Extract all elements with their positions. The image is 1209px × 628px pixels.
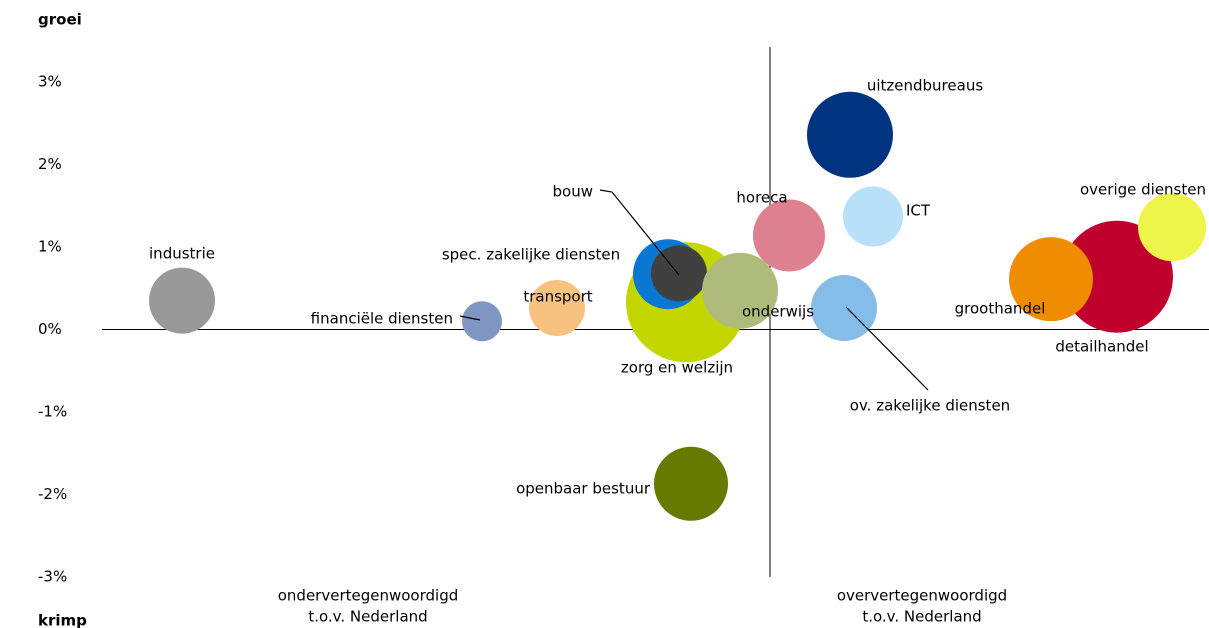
y-tick-label: 1% — [38, 238, 62, 256]
bubble-label: financiële diensten — [311, 310, 453, 328]
y-tick-label: 2% — [38, 155, 62, 173]
leader-line — [845, 306, 929, 391]
y-label-top: groei — [38, 11, 82, 29]
bubble — [654, 446, 728, 521]
bubble — [651, 245, 707, 302]
bubble-label: spec. zakelijke diensten — [442, 246, 620, 264]
bubble-label: zorg en welzijn — [621, 359, 733, 377]
bubble — [811, 275, 877, 342]
bubble — [462, 301, 502, 342]
bubble-label: horeca — [736, 189, 787, 207]
bubble — [149, 267, 215, 334]
x-label-right: oververtegenwoordigd — [837, 587, 1007, 605]
y-tick-label: -2% — [38, 485, 67, 503]
bubble-label: overige diensten — [1080, 181, 1206, 199]
x-label-right: t.o.v. Nederland — [862, 608, 981, 626]
y-tick-label: -3% — [38, 568, 67, 586]
bubble — [753, 199, 825, 272]
bubble-label: ICT — [906, 202, 931, 220]
bubble-label: openbaar bestuur — [516, 480, 651, 498]
bubble-label: ov. zakelijke diensten — [850, 397, 1010, 415]
x-label-left: t.o.v. Nederland — [308, 608, 427, 626]
bubble — [807, 91, 893, 178]
leader-line — [459, 315, 481, 321]
y-tick-label: -1% — [38, 403, 67, 421]
bubble-label: detailhandel — [1055, 338, 1148, 356]
bubble — [702, 252, 778, 329]
bubble — [843, 186, 903, 247]
y-tick-label: 0% — [38, 320, 62, 338]
bubble-label: industrie — [149, 245, 215, 263]
bubble — [1061, 220, 1173, 333]
bubble — [1009, 237, 1093, 322]
bubble-label: transport — [523, 288, 592, 306]
bubble-label: uitzendbureaus — [867, 77, 983, 95]
x-label-left: ondervertegenwoordigd — [278, 587, 459, 605]
leader-line — [599, 189, 680, 276]
bubble — [1138, 193, 1206, 262]
y-tick-label: 3% — [38, 73, 62, 91]
bubble — [529, 280, 585, 337]
bubble-label: groothandel — [955, 300, 1046, 318]
bubble-label: bouw — [553, 183, 593, 201]
y-label-bottom: krimp — [38, 612, 87, 628]
bubble-label: onderwijs — [742, 303, 814, 321]
